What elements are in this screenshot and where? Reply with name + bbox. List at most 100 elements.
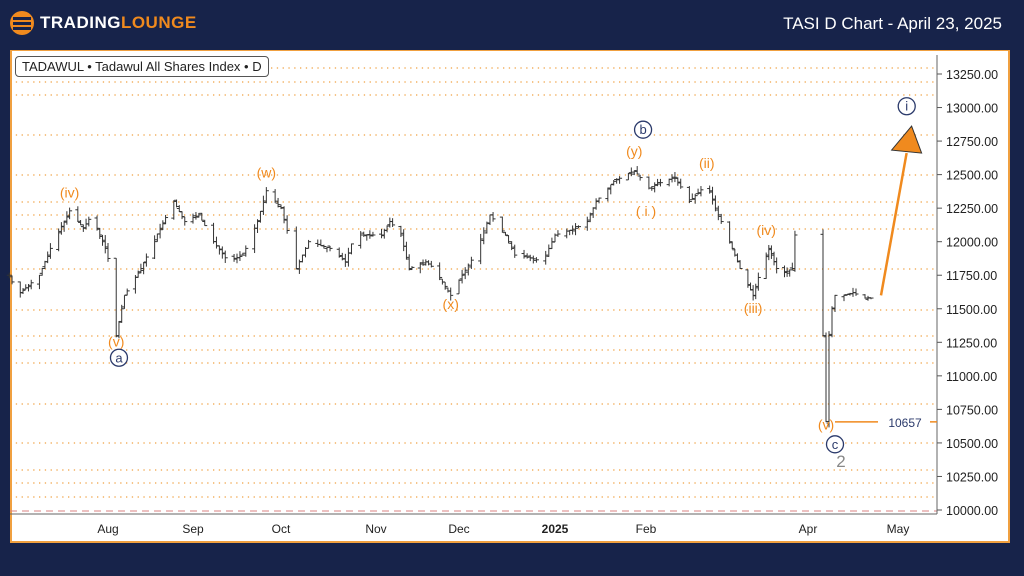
price-bar (379, 228, 385, 239)
price-bar (409, 266, 415, 271)
price-bar (652, 182, 658, 193)
price-bar (707, 185, 713, 194)
price-bar (154, 233, 160, 243)
wave-label: (v) (108, 333, 124, 349)
price-bar (596, 197, 602, 204)
price-bar (152, 235, 158, 260)
projection-arrow-shaft (879, 152, 908, 296)
price-bar (222, 250, 228, 263)
price-bar (20, 288, 26, 295)
wave-label-circle (633, 120, 653, 139)
price-bar (555, 230, 561, 237)
price-bar (689, 193, 695, 201)
y-tick-label: 10500.00 (946, 437, 998, 451)
price-bar (199, 212, 205, 221)
price-bar (193, 211, 199, 220)
price-bar (862, 294, 868, 299)
price-bar (100, 235, 106, 246)
price-bar (190, 213, 196, 224)
price-bar (734, 253, 740, 263)
price-bar (138, 263, 144, 274)
price-bar (398, 225, 404, 238)
level-label: 10657 (888, 416, 922, 430)
price-bar (9, 275, 15, 285)
logo-icon (10, 11, 34, 35)
price-bar (763, 252, 769, 279)
price-bar (512, 244, 518, 258)
price-bar (135, 270, 141, 278)
price-bar (718, 213, 724, 224)
price-bar (672, 172, 678, 183)
price-bar (605, 187, 611, 202)
price-bar (750, 285, 756, 301)
price-bar (573, 223, 579, 236)
logo-text: TRADINGLOUNGE (40, 13, 197, 32)
price-bar (695, 188, 701, 195)
wave-label-circle (897, 97, 916, 116)
price-bar (260, 195, 266, 215)
price-bar (243, 245, 249, 257)
price-bar (28, 279, 34, 290)
price-bar (105, 242, 111, 262)
wave-label: i (905, 99, 908, 114)
price-bar (533, 257, 539, 263)
price-bar (841, 294, 847, 302)
price-bar (448, 287, 454, 301)
price-bar (97, 227, 103, 239)
x-tick-label: Dec (448, 522, 469, 536)
price-bar (608, 184, 614, 195)
price-bar (401, 229, 407, 252)
price-bar (625, 172, 631, 181)
x-tick-label: Nov (365, 522, 386, 536)
price-bar (481, 227, 487, 245)
price-bar (445, 287, 451, 293)
price-bar (345, 247, 351, 267)
price-bar (456, 279, 462, 295)
price-bar (6, 272, 12, 279)
price-bar (281, 206, 287, 224)
price-bar (284, 215, 290, 234)
price-bar (211, 222, 217, 244)
price-bar (570, 225, 576, 235)
price-bar (631, 170, 637, 176)
price-bar (342, 253, 348, 267)
y-tick-label: 11500.00 (946, 303, 997, 317)
price-bar (829, 306, 835, 338)
price-bar (324, 246, 330, 253)
price-bars (6, 166, 874, 428)
price-bar (321, 244, 327, 249)
price-bar (25, 284, 31, 292)
price-bar (692, 193, 698, 204)
y-tick-label: 10000.00 (946, 504, 998, 518)
price-bar (157, 223, 163, 239)
price-bar (163, 214, 169, 225)
wave-label: (ii) (699, 155, 715, 171)
price-bar (530, 255, 536, 264)
price-bar (348, 243, 354, 255)
price-bar (549, 237, 555, 250)
price-bar (231, 254, 237, 262)
wave-label: (iv) (756, 222, 775, 238)
price-bar (361, 231, 367, 237)
price-bar (506, 235, 512, 244)
price-bar (219, 246, 225, 259)
price-bar (45, 251, 51, 264)
price-bar (56, 228, 62, 252)
wave-label: ( i ) (636, 203, 656, 219)
y-tick-label: 12500.00 (946, 169, 998, 183)
price-bar (593, 198, 599, 210)
price-bar (39, 267, 45, 276)
price-bar (521, 249, 527, 259)
price-bar (94, 215, 100, 231)
price-bar (590, 207, 596, 218)
y-tick-label: 12000.00 (946, 236, 998, 250)
price-bar (58, 222, 64, 235)
price-bar (614, 178, 620, 184)
price-bar (86, 216, 92, 227)
price-bar (234, 253, 240, 264)
price-bar (119, 304, 125, 323)
price-bar (634, 166, 640, 175)
price-bar (755, 272, 761, 291)
wave-label: a (115, 350, 123, 365)
